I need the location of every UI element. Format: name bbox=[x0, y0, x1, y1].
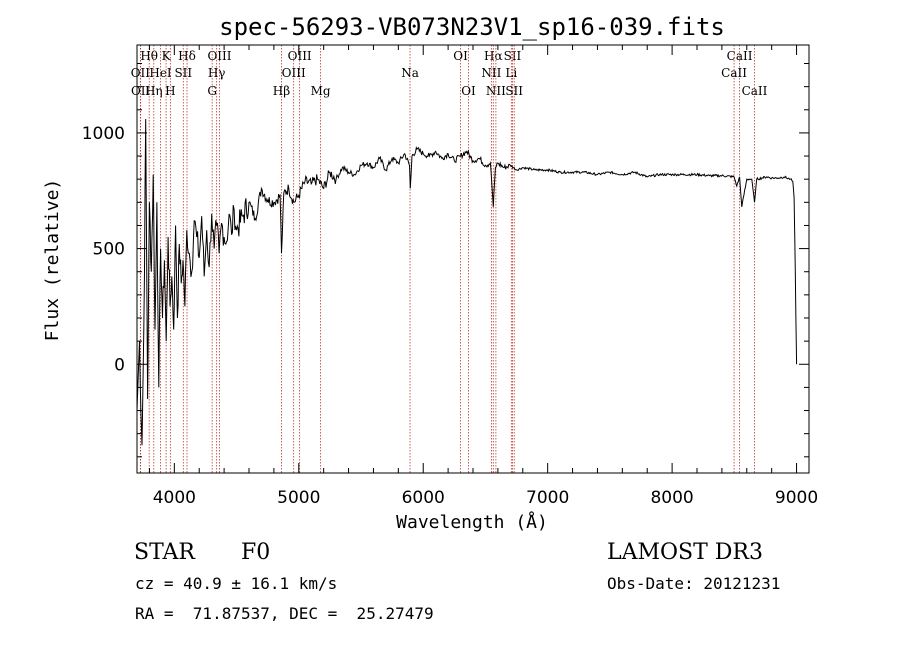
x-tick-label: 7000 bbox=[526, 488, 569, 508]
line-label: NII bbox=[486, 84, 506, 98]
line-label: OIII bbox=[288, 49, 312, 63]
line-label: H bbox=[165, 84, 175, 98]
line-label: SII bbox=[174, 66, 192, 80]
y-tick-label: 0 bbox=[114, 355, 125, 375]
plot-frame bbox=[136, 44, 810, 474]
line-label: Hα bbox=[484, 49, 503, 63]
line-label: OIII bbox=[282, 66, 306, 80]
line-label: K bbox=[162, 49, 172, 63]
x-tick-label: 8000 bbox=[650, 488, 693, 508]
x-tick-label: 5000 bbox=[277, 488, 320, 508]
line-label: OI bbox=[453, 49, 468, 63]
redshift-label: cz = 40.9 ± 16.1 km/s bbox=[135, 574, 338, 593]
y-tick-label: 500 bbox=[93, 240, 125, 260]
line-label: Hθ bbox=[140, 49, 158, 63]
line-label: Li bbox=[505, 66, 517, 80]
line-label: NII bbox=[481, 66, 501, 80]
spectral-subclass: F0 bbox=[241, 540, 271, 565]
y-tick-label: 1000 bbox=[82, 124, 125, 144]
line-label: G bbox=[207, 84, 217, 98]
line-label: Mg bbox=[311, 84, 331, 98]
line-label: CaII bbox=[742, 84, 768, 98]
line-label: Hγ bbox=[208, 66, 226, 80]
line-label: Hη bbox=[145, 84, 163, 98]
survey-name: LAMOST DR3 bbox=[607, 540, 763, 565]
line-label: SII bbox=[504, 49, 522, 63]
line-label: HeI bbox=[149, 66, 172, 80]
y-axis-label: Flux (relative) bbox=[42, 179, 63, 342]
line-label: OIII bbox=[207, 49, 231, 63]
obs-date-label: Obs-Date: 20121231 bbox=[607, 574, 781, 593]
series-line-flux bbox=[136, 118, 798, 446]
x-tick-label: 4000 bbox=[153, 488, 196, 508]
coordinates-label: RA = 71.87537, DEC = 25.27479 bbox=[135, 604, 434, 623]
x-tick-label: 9000 bbox=[775, 488, 818, 508]
x-tick-label: 6000 bbox=[402, 488, 445, 508]
line-label: SII bbox=[505, 84, 523, 98]
object-class: STAR bbox=[134, 540, 195, 565]
line-label: Hβ bbox=[273, 84, 290, 98]
line-label: OII bbox=[131, 84, 151, 98]
line-label: CaII bbox=[721, 66, 747, 80]
flux-series bbox=[136, 118, 798, 446]
axis-ticks: 4000 5000 6000 7000 8000 9000 0 500 1000 bbox=[82, 45, 818, 508]
x-axis-label: Wavelength (Å) bbox=[396, 511, 548, 533]
chart-title: spec-56293-VB073N23V1_sp16-039.fits bbox=[219, 13, 725, 41]
line-label: Na bbox=[401, 66, 419, 80]
line-label: OI bbox=[461, 84, 476, 98]
line-label: CaII bbox=[727, 49, 753, 63]
line-label: Hδ bbox=[178, 49, 196, 63]
